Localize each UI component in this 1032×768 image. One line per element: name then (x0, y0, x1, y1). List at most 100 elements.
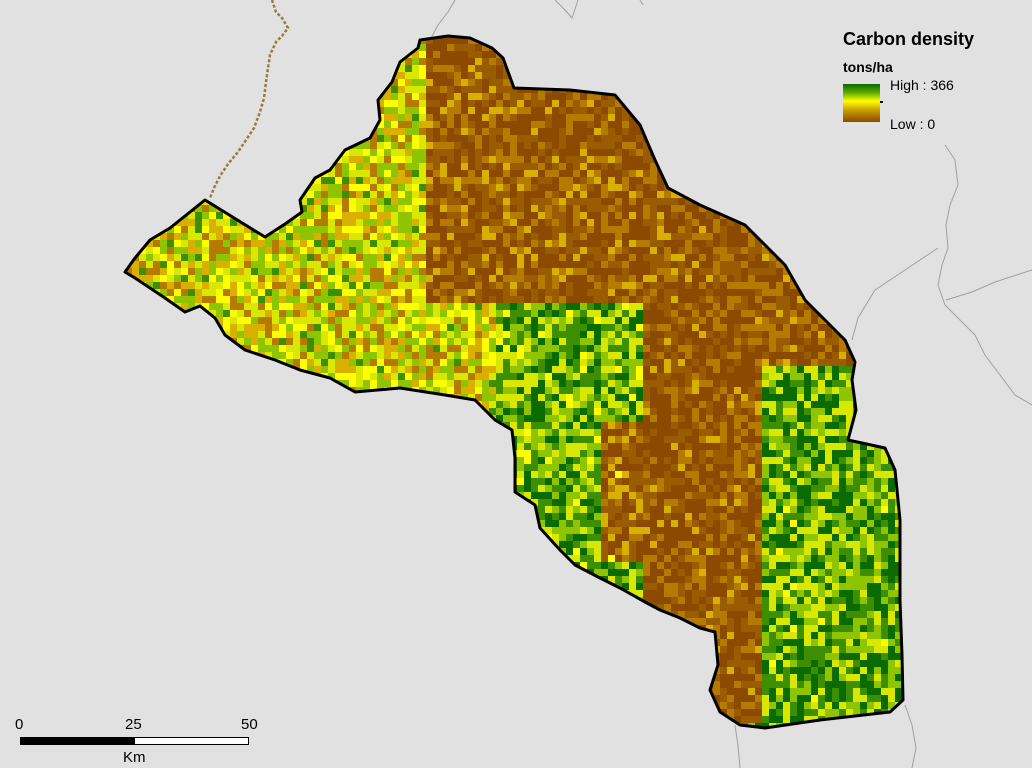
raster-cell (601, 163, 608, 170)
raster-cell (335, 93, 342, 100)
raster-cell (706, 36, 713, 37)
raster-cell (482, 324, 489, 331)
raster-cell (874, 303, 881, 310)
raster-cell (174, 72, 181, 79)
raster-cell (461, 72, 468, 79)
raster-cell (202, 72, 209, 79)
raster-cell (524, 261, 531, 268)
raster-cell (615, 212, 622, 219)
raster-cell (615, 205, 622, 212)
raster-cell (293, 268, 300, 275)
raster-cell (657, 268, 664, 275)
raster-cell (650, 177, 657, 184)
raster-cell (342, 128, 349, 135)
raster-cell (650, 44, 657, 51)
raster-cell (321, 177, 328, 184)
raster-cell (356, 170, 363, 177)
raster-cell (125, 156, 132, 163)
raster-cell (678, 240, 685, 247)
raster-cell (713, 135, 720, 142)
raster-cell (356, 268, 363, 275)
raster-cell (125, 247, 132, 254)
raster-cell (818, 156, 825, 163)
raster-cell (125, 226, 132, 233)
raster-cell (713, 72, 720, 79)
raster-cell (895, 240, 902, 247)
raster-cell (573, 212, 580, 219)
raster-cell (734, 289, 741, 296)
raster-cell (874, 296, 881, 303)
raster-cell (601, 149, 608, 156)
raster-cell (594, 212, 601, 219)
raster-cell (321, 36, 328, 37)
raster-cell (587, 93, 594, 100)
raster-cell (391, 331, 398, 338)
raster-cell (454, 93, 461, 100)
raster-cell (895, 198, 902, 205)
raster-cell (174, 86, 181, 93)
raster-cell (349, 212, 356, 219)
raster-cell (748, 205, 755, 212)
raster-cell (405, 296, 412, 303)
raster-cell (517, 331, 524, 338)
raster-cell (671, 163, 678, 170)
raster-cell (909, 65, 916, 72)
raster-cell (552, 205, 559, 212)
raster-cell (811, 191, 818, 198)
raster-cell (167, 156, 174, 163)
raster-cell (447, 79, 454, 86)
raster-cell (363, 282, 370, 289)
raster-cell (286, 170, 293, 177)
raster-cell (797, 268, 804, 275)
raster-cell (370, 177, 377, 184)
raster-cell (139, 37, 146, 44)
raster-cell (804, 310, 811, 317)
raster-cell (615, 331, 622, 338)
raster-cell (769, 170, 776, 177)
raster-cell (762, 128, 769, 135)
raster-cell (447, 331, 454, 338)
raster-cell (622, 79, 629, 86)
raster-cell (629, 72, 636, 79)
raster-cell (867, 303, 874, 310)
raster-cell (454, 331, 461, 338)
raster-cell (580, 275, 587, 282)
raster-cell (881, 149, 888, 156)
raster-cell (559, 212, 566, 219)
raster-cell (825, 142, 832, 149)
raster-cell (265, 184, 272, 191)
raster-cell (615, 65, 622, 72)
raster-cell (349, 170, 356, 177)
raster-cell (349, 303, 356, 310)
raster-cell (825, 233, 832, 240)
raster-cell (503, 247, 510, 254)
raster-cell (160, 51, 167, 58)
raster-cell (804, 121, 811, 128)
raster-cell (461, 58, 468, 65)
raster-cell (692, 268, 699, 275)
raster-cell (727, 135, 734, 142)
raster-cell (720, 310, 727, 317)
raster-cell (405, 100, 412, 107)
raster-cell (286, 86, 293, 93)
raster-cell (566, 324, 573, 331)
raster-cell (762, 303, 769, 310)
raster-cell (335, 86, 342, 93)
raster-cell (223, 191, 230, 198)
raster-cell (195, 72, 202, 79)
raster-cell (342, 93, 349, 100)
raster-cell (622, 37, 629, 44)
raster-cell (153, 142, 160, 149)
raster-cell (510, 156, 517, 163)
raster-cell (370, 135, 377, 142)
raster-cell (769, 296, 776, 303)
raster-cell (195, 296, 202, 303)
raster-cell (335, 317, 342, 324)
raster-cell (748, 58, 755, 65)
raster-cell (783, 100, 790, 107)
raster-cell (881, 107, 888, 114)
raster-cell (272, 86, 279, 93)
raster-cell (734, 177, 741, 184)
raster-cell (531, 331, 538, 338)
raster-cell (181, 65, 188, 72)
